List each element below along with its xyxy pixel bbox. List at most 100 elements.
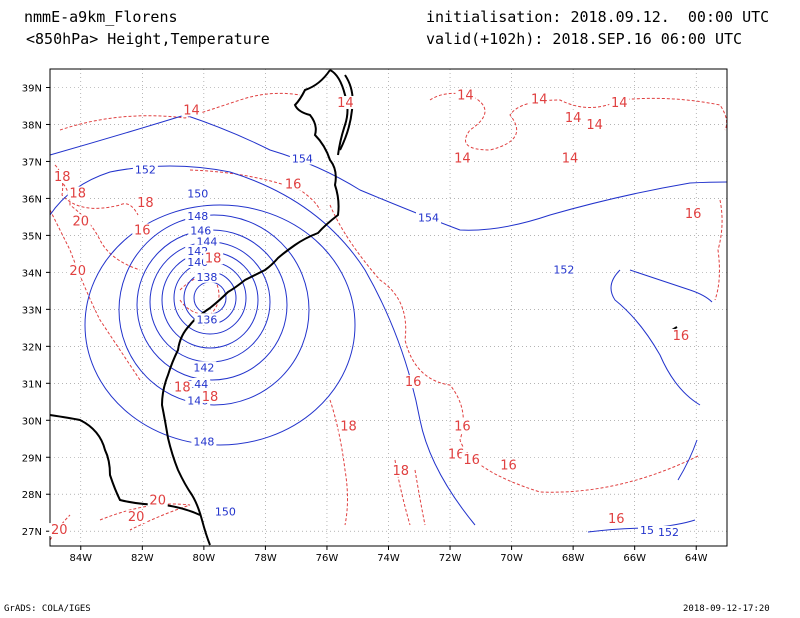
lon-tick-label: 68W bbox=[562, 553, 585, 564]
temp-label-bg bbox=[461, 452, 482, 466]
height-contour-label: 152 bbox=[135, 164, 156, 177]
temperature-contour-label: 20 bbox=[128, 510, 145, 525]
temp-label-bg bbox=[283, 177, 304, 191]
level-title: <850hPa> Height,Temperature bbox=[26, 30, 270, 48]
height-label-bg bbox=[194, 270, 220, 283]
temp-label-bg bbox=[455, 88, 476, 102]
height-contour-label: 150 bbox=[215, 506, 236, 519]
temperature-contour-label: 20 bbox=[149, 493, 166, 508]
height-label-bg bbox=[132, 163, 158, 176]
temp-label-bg bbox=[135, 195, 156, 209]
lon-tick-label: 74W bbox=[377, 553, 400, 564]
temp-contour-16-east bbox=[329, 204, 701, 493]
temp-label-bg bbox=[403, 375, 424, 389]
height-label-bg bbox=[212, 505, 238, 518]
temp-label-bg bbox=[452, 151, 473, 165]
temperature-contour-label: 18 bbox=[54, 170, 71, 185]
temperature-contour-label: 18 bbox=[393, 464, 410, 479]
lat-tick-label: 37N bbox=[22, 157, 42, 168]
height-contour-label: 148 bbox=[187, 210, 208, 223]
lon-tick-label: 72W bbox=[439, 553, 462, 564]
height-contour-152 bbox=[49, 165, 476, 526]
lat-tick-label: 31N bbox=[22, 379, 42, 390]
lon-tick-label: 76W bbox=[316, 553, 339, 564]
temp-label-bg bbox=[132, 223, 153, 237]
temperature-contour-label: 18 bbox=[340, 420, 357, 435]
temperature-contour-label: 14 bbox=[183, 103, 200, 118]
temperature-contour-label: 16 bbox=[134, 224, 151, 239]
temperature-contour-label: 14 bbox=[586, 118, 603, 133]
delmarva-coast bbox=[339, 74, 354, 151]
temperature-contour-label: 16 bbox=[673, 329, 690, 344]
height-contour-label: 154 bbox=[418, 212, 439, 225]
temp-label-bg bbox=[529, 92, 550, 106]
lon-tick-label: 78W bbox=[254, 553, 277, 564]
temp-label-bg bbox=[606, 511, 627, 525]
temperature-contour-label: 14 bbox=[531, 92, 548, 107]
temp-contour-18-mid2 bbox=[414, 469, 426, 526]
height-contour-label: 144 bbox=[187, 378, 208, 391]
height-label-bg bbox=[551, 263, 577, 276]
temperature-contour-label: 18 bbox=[174, 381, 191, 396]
height-label-bg bbox=[188, 224, 214, 237]
us-east-coast bbox=[160, 69, 340, 546]
lon-tick-label: 80W bbox=[193, 553, 216, 564]
temperature-contour-label: 20 bbox=[51, 523, 68, 538]
temp-label-bg bbox=[200, 389, 221, 403]
height-label-bg bbox=[194, 313, 220, 326]
temp-label-bg bbox=[70, 214, 91, 228]
temperature-contour-label: 20 bbox=[69, 264, 86, 279]
temp-label-bg bbox=[49, 523, 70, 537]
height-label-bg bbox=[637, 524, 656, 537]
temp-label-bg bbox=[338, 419, 359, 433]
height-contour-label: 148 bbox=[193, 435, 214, 448]
height-contour-label: 140 bbox=[187, 256, 208, 269]
model-title: nmmE-a9km_Florens bbox=[24, 8, 178, 26]
temp-contour-16-far-east bbox=[714, 199, 723, 301]
coastline bbox=[49, 69, 678, 546]
temperature-contour-label: 18 bbox=[137, 196, 154, 211]
height-label-bg bbox=[191, 435, 217, 448]
temperature-contour-label: 16 bbox=[285, 177, 302, 192]
height-contour-label: 136 bbox=[196, 313, 217, 326]
lat-tick-label: 39N bbox=[22, 83, 42, 94]
map-frame bbox=[49, 68, 728, 547]
temp-label-bg bbox=[181, 103, 202, 117]
temperature-contour-label: 14 bbox=[337, 96, 354, 111]
height-contour-150 bbox=[84, 204, 356, 446]
height-contour-label: 152 bbox=[553, 263, 574, 276]
longitude-labels: 84W 82W 80W 78W 76W 74W 72W 70W 68W 66W 64W bbox=[69, 546, 708, 564]
temperature-contour-label: 14 bbox=[565, 111, 582, 126]
lat-tick-label: 38N bbox=[22, 120, 42, 131]
gulf-coast bbox=[49, 414, 201, 516]
temperature-contour-label: 20 bbox=[72, 214, 89, 229]
footer-left: GrADS: COLA/IGES bbox=[4, 604, 91, 614]
temp-contour-14-north bbox=[429, 92, 728, 151]
temperature-contour-label: 16 bbox=[454, 420, 471, 435]
lat-tick-label: 33N bbox=[22, 305, 42, 316]
temp-label-bg bbox=[683, 206, 704, 220]
temp-label-bg bbox=[563, 110, 584, 124]
temperature-contour-label: 16 bbox=[685, 207, 702, 222]
height-contour-152-east bbox=[610, 269, 701, 406]
temp-contour-18-south bbox=[329, 399, 348, 526]
temp-label-bg bbox=[172, 380, 193, 394]
temp-label-bg bbox=[126, 510, 147, 524]
height-contour-152-east2 bbox=[629, 269, 713, 303]
map-grid bbox=[50, 69, 727, 546]
lat-tick-label: 32N bbox=[22, 342, 42, 353]
lon-tick-label: 82W bbox=[131, 553, 154, 564]
temperature-contour-label: 16 bbox=[463, 453, 480, 468]
temp-label-bg bbox=[67, 264, 88, 278]
lat-tick-label: 34N bbox=[22, 268, 42, 279]
temp-label-bg bbox=[335, 95, 356, 109]
lon-tick-label: 84W bbox=[69, 553, 92, 564]
temp-label-bg bbox=[390, 463, 411, 477]
lat-tick-label: 29N bbox=[22, 453, 42, 464]
footer-right: 2018-09-12-17:20 bbox=[683, 604, 770, 614]
temp-label-bg bbox=[67, 186, 88, 200]
temperature-contour-label: 18 bbox=[205, 251, 222, 266]
lat-tick-label: 35N bbox=[22, 231, 42, 242]
